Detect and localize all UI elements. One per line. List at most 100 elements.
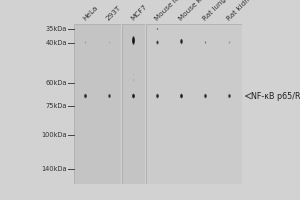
Ellipse shape: [180, 94, 183, 98]
Ellipse shape: [133, 74, 134, 75]
Ellipse shape: [132, 94, 135, 98]
Text: 60kDa: 60kDa: [45, 80, 67, 86]
Ellipse shape: [85, 42, 86, 43]
Ellipse shape: [109, 42, 110, 43]
Ellipse shape: [228, 94, 231, 98]
Ellipse shape: [109, 95, 110, 97]
Ellipse shape: [157, 29, 158, 30]
Ellipse shape: [205, 41, 206, 44]
Ellipse shape: [228, 94, 231, 98]
Ellipse shape: [84, 94, 87, 98]
Ellipse shape: [205, 95, 206, 97]
Ellipse shape: [205, 42, 206, 43]
Ellipse shape: [180, 94, 183, 98]
Text: 140kDa: 140kDa: [41, 166, 67, 172]
Ellipse shape: [133, 95, 134, 97]
Ellipse shape: [181, 95, 182, 97]
Ellipse shape: [132, 94, 135, 98]
Ellipse shape: [157, 42, 158, 44]
Ellipse shape: [133, 74, 134, 75]
Ellipse shape: [85, 95, 86, 97]
Ellipse shape: [85, 42, 86, 43]
Ellipse shape: [133, 39, 134, 42]
Ellipse shape: [205, 42, 206, 43]
Ellipse shape: [205, 42, 206, 43]
Ellipse shape: [157, 42, 158, 43]
Text: Rat kidney: Rat kidney: [225, 0, 257, 22]
Ellipse shape: [229, 42, 230, 43]
Ellipse shape: [157, 41, 158, 44]
Ellipse shape: [229, 95, 230, 97]
Text: Mouse lung: Mouse lung: [153, 0, 187, 22]
Ellipse shape: [205, 95, 206, 97]
Ellipse shape: [85, 95, 86, 97]
Text: HeLa: HeLa: [81, 5, 98, 22]
Ellipse shape: [181, 95, 182, 97]
Ellipse shape: [108, 94, 111, 98]
Ellipse shape: [181, 40, 182, 43]
Ellipse shape: [157, 28, 158, 30]
Bar: [122, 24, 146, 184]
Ellipse shape: [109, 42, 110, 43]
Ellipse shape: [204, 94, 207, 98]
Ellipse shape: [109, 95, 110, 97]
Ellipse shape: [181, 95, 182, 97]
Ellipse shape: [157, 42, 158, 43]
Ellipse shape: [133, 74, 134, 75]
Ellipse shape: [157, 41, 158, 44]
Ellipse shape: [133, 39, 134, 42]
Ellipse shape: [181, 39, 182, 44]
Ellipse shape: [181, 41, 182, 42]
Ellipse shape: [205, 41, 206, 44]
Ellipse shape: [133, 95, 134, 97]
Text: 293T: 293T: [105, 5, 122, 22]
Ellipse shape: [181, 40, 182, 43]
Ellipse shape: [229, 42, 230, 43]
Ellipse shape: [156, 94, 159, 98]
Ellipse shape: [229, 95, 230, 97]
Text: NF-κB p65/RelA: NF-κB p65/RelA: [250, 92, 300, 101]
Ellipse shape: [180, 39, 183, 44]
Ellipse shape: [229, 42, 230, 43]
Ellipse shape: [133, 37, 134, 44]
Ellipse shape: [132, 36, 135, 45]
Ellipse shape: [181, 40, 182, 43]
Ellipse shape: [156, 40, 159, 45]
Ellipse shape: [157, 94, 158, 98]
Ellipse shape: [157, 41, 158, 44]
Ellipse shape: [205, 42, 206, 44]
Ellipse shape: [109, 95, 110, 97]
Ellipse shape: [181, 94, 182, 98]
Ellipse shape: [157, 41, 158, 44]
Text: 35kDa: 35kDa: [46, 26, 67, 32]
Ellipse shape: [205, 95, 206, 97]
Ellipse shape: [133, 96, 134, 97]
Text: Rat lung: Rat lung: [201, 0, 227, 22]
Ellipse shape: [181, 41, 182, 42]
Ellipse shape: [157, 42, 158, 43]
Ellipse shape: [133, 74, 134, 75]
Ellipse shape: [229, 95, 230, 98]
Ellipse shape: [205, 95, 206, 97]
Text: 100kDa: 100kDa: [41, 132, 67, 138]
Ellipse shape: [205, 95, 206, 97]
Ellipse shape: [157, 95, 158, 97]
Ellipse shape: [229, 42, 230, 43]
Ellipse shape: [157, 42, 158, 43]
Ellipse shape: [180, 94, 183, 98]
Ellipse shape: [229, 95, 230, 97]
Ellipse shape: [132, 94, 135, 98]
Ellipse shape: [133, 79, 134, 81]
Ellipse shape: [109, 42, 110, 43]
Ellipse shape: [109, 95, 110, 97]
Ellipse shape: [85, 42, 86, 43]
Text: 75kDa: 75kDa: [45, 103, 67, 109]
Bar: [146, 24, 242, 184]
Ellipse shape: [109, 95, 110, 98]
Ellipse shape: [133, 74, 134, 75]
Ellipse shape: [157, 95, 158, 97]
Ellipse shape: [133, 95, 134, 97]
Ellipse shape: [109, 94, 110, 98]
Ellipse shape: [181, 96, 182, 97]
Ellipse shape: [85, 95, 86, 97]
